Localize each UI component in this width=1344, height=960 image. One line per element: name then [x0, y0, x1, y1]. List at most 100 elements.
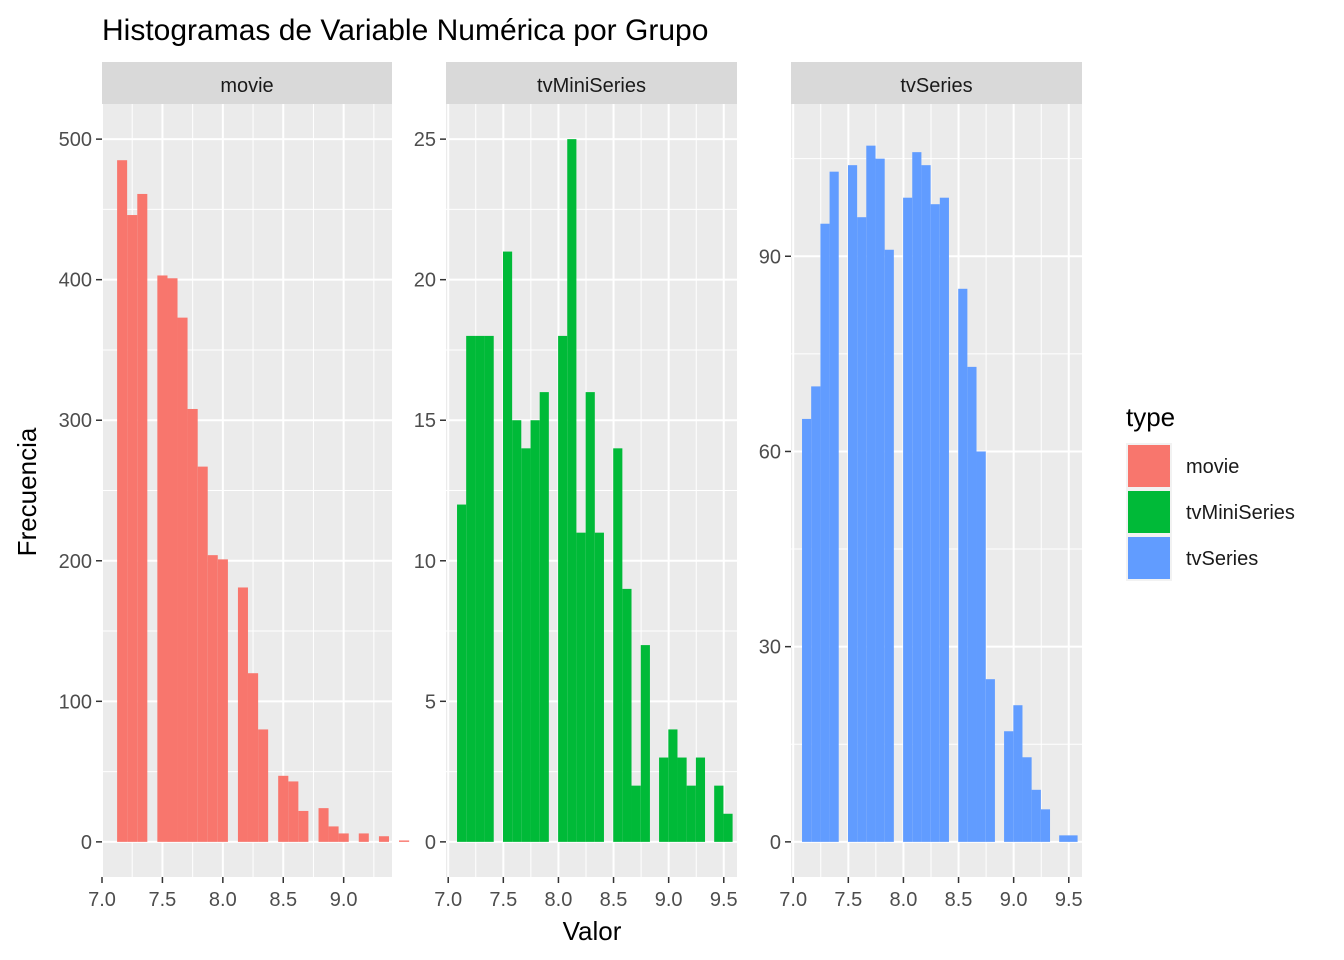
histogram-bar	[475, 335, 485, 842]
histogram-bar	[903, 197, 913, 842]
x-tick-label: 7.5	[149, 889, 177, 911]
x-tick-label: 7.0	[88, 889, 116, 911]
legend-entry-tvSeries: tvSeries	[1126, 535, 1258, 581]
y-tick-label: 5	[425, 691, 436, 713]
histogram-bar	[820, 223, 830, 842]
histogram-bar	[167, 278, 178, 842]
legend-key-swatch	[1128, 537, 1170, 579]
histogram-bar	[884, 249, 894, 842]
histogram-bar	[594, 532, 604, 842]
histogram-bar	[714, 785, 724, 842]
histogram-bar	[866, 145, 876, 842]
panel-strip	[791, 62, 1082, 104]
histogram-bar	[1040, 809, 1051, 842]
histogram-bar	[378, 836, 389, 842]
chart-title: Histogramas de Variable Numérica por Gru…	[102, 14, 708, 47]
histogram-bar	[576, 532, 586, 842]
legend-entries: movie tvMiniSeries tvSeries	[1126, 443, 1295, 581]
y-tick-label: 30	[759, 637, 781, 659]
histogram-bar	[802, 418, 812, 842]
histogram-bar	[328, 826, 339, 842]
histogram-bar	[668, 729, 678, 842]
histogram-bar	[976, 451, 986, 842]
histogram-bar	[695, 757, 706, 842]
legend-entry-movie: movie	[1126, 443, 1239, 489]
panel-tvSeries: tvSeries 0 30 60 90 7.0 7.5 8.0 8.5 9.0 9.5	[759, 62, 1083, 911]
legend-entry-tvMiniSeries: tvMiniSeries	[1126, 489, 1295, 535]
histogram-bar	[985, 679, 995, 842]
histogram-bar	[247, 673, 259, 842]
histogram-bar	[207, 555, 218, 842]
x-tick-label: 7.5	[489, 889, 517, 911]
y-tick-label: 90	[759, 246, 781, 268]
histogram-bar	[137, 193, 148, 842]
histogram-bar	[217, 559, 228, 842]
histogram-bar	[677, 757, 687, 842]
y-tick-label: 0	[81, 832, 92, 854]
histogram-bar	[197, 466, 208, 842]
histogram-bar	[338, 833, 349, 842]
histogram-bar	[921, 165, 931, 842]
y-tick-label: 15	[414, 410, 436, 432]
histogram-bar	[659, 757, 669, 842]
histogram-bar	[939, 197, 949, 842]
histogram-bar	[1022, 757, 1032, 842]
legend-key-swatch	[1128, 491, 1170, 533]
legend-label: movie	[1186, 456, 1239, 478]
histogram-bar	[1059, 835, 1078, 842]
histogram-bar	[484, 335, 494, 842]
panel-strip	[446, 62, 737, 104]
histogram-bar	[466, 335, 476, 842]
histogram-bar	[318, 808, 329, 842]
histogram-bar	[958, 288, 968, 842]
histogram-bar	[502, 251, 513, 842]
legend-label: tvMiniSeries	[1186, 502, 1295, 524]
y-tick-label: 20	[414, 270, 436, 292]
histogram-bar	[117, 160, 128, 842]
x-tick-label: 7.5	[834, 889, 862, 911]
panel-movie: movie 0 100 200 300 400 500 7.0 7.5 8.0 8.5 9.0	[59, 62, 410, 911]
y-tick-label: 60	[759, 441, 781, 463]
histogram-bar	[811, 386, 821, 842]
histogram-bar	[585, 392, 595, 842]
histogram-bar	[278, 775, 289, 842]
histogram-bar	[521, 448, 531, 842]
panel-strip-label: tvSeries	[900, 75, 972, 97]
y-tick-label: 10	[414, 551, 436, 573]
x-tick-label: 8.5	[945, 889, 973, 911]
histogram-bar	[127, 215, 138, 842]
panel-strip-label: movie	[220, 75, 273, 97]
histogram-bar	[358, 833, 369, 842]
x-tick-label: 8.0	[890, 889, 918, 911]
histogram-bar	[1013, 705, 1023, 842]
x-tick-label: 9.5	[710, 889, 738, 911]
histogram-bar	[875, 158, 885, 842]
histogram-bar	[539, 392, 549, 842]
x-tick-label: 9.0	[330, 889, 358, 911]
legend-label: tvSeries	[1186, 548, 1258, 570]
histogram-bar	[177, 317, 188, 842]
histogram-bar	[288, 781, 299, 842]
histogram-bar	[457, 504, 467, 842]
histogram-bar	[558, 335, 568, 842]
histogram-bar	[258, 729, 269, 842]
y-tick-label: 200	[59, 551, 92, 573]
histogram-bar	[187, 408, 198, 842]
x-tick-label: 9.0	[655, 889, 683, 911]
panel-strip-label: tvMiniSeries	[537, 75, 646, 97]
x-tick-label: 7.0	[434, 889, 462, 911]
histogram-bar	[157, 275, 168, 842]
histogram-bar	[298, 810, 309, 842]
histogram-bar	[567, 139, 577, 842]
x-tick-label: 8.5	[269, 889, 297, 911]
histogram-bar	[399, 840, 410, 842]
histogram-bar	[686, 785, 696, 842]
x-tick-label: 8.0	[545, 889, 573, 911]
y-tick-label: 100	[59, 691, 92, 713]
y-tick-label: 500	[59, 129, 92, 151]
histogram-bar	[530, 420, 540, 842]
histogram-bar	[857, 217, 867, 842]
histogram-bar	[912, 152, 922, 842]
